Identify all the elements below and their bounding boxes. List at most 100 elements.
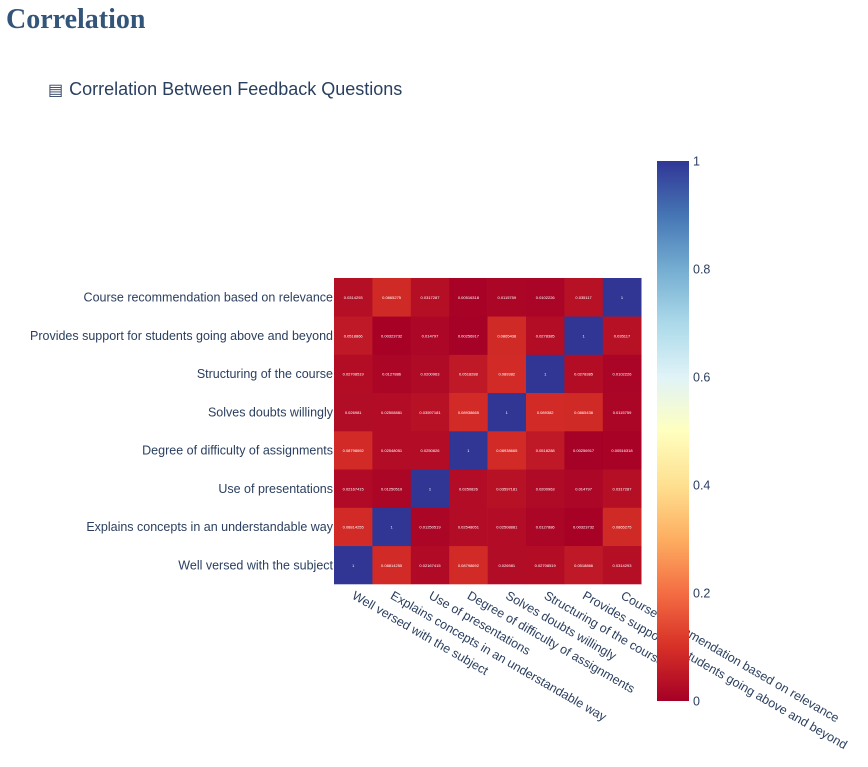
cell-value-label: 0.01250519 (419, 525, 441, 530)
heatmap-cell (602, 507, 642, 547)
heatmap-cell (526, 545, 565, 585)
heatmap-cell (602, 392, 642, 432)
cell-value-label: 0.0102226 (536, 295, 556, 300)
cell-value-label: 1 (506, 410, 509, 415)
heatmap-cell (372, 392, 412, 432)
heatmap-cell (410, 278, 450, 317)
chart-subtitle-text: Correlation Between Feedback Questions (69, 79, 403, 99)
cell-value-label: 0.0278385 (536, 333, 556, 338)
heatmap-cell (526, 316, 565, 355)
cell-value-label: 0.0518288 (459, 372, 479, 377)
heatmap-cell (526, 354, 565, 394)
heatmap-cell (334, 469, 373, 508)
cell-value-label: 0.0127886 (382, 372, 402, 377)
heatmap-cell (334, 354, 373, 394)
cell-value-label: 0.035117 (614, 333, 631, 338)
cell-value-label: 0.02548051 (381, 448, 403, 453)
cell-value-label: 0.089382 (498, 372, 515, 377)
x-tick-label: Provides support for students going abov… (580, 588, 849, 752)
cell-value-label: 0.0865438 (574, 410, 594, 415)
y-tick-label: Use of presentations (218, 482, 333, 496)
y-tick-label: Course recommendation based on relevance (84, 291, 333, 305)
heatmap-cell (449, 431, 488, 470)
heatmap-cell (334, 431, 373, 470)
heatmap-cell (372, 431, 412, 470)
heatmap-cell (372, 278, 412, 317)
cell-value-label: 1 (429, 486, 432, 491)
heatmap-cell (334, 392, 373, 432)
heatmap-cell (372, 469, 412, 508)
cell-value-label: 0.08938665 (458, 410, 480, 415)
heatmap-cell (602, 545, 642, 585)
cell-value-label: 1 (582, 333, 585, 338)
heatmap-cell (564, 469, 604, 508)
y-tick-label: Structuring of the course (197, 367, 333, 381)
cell-value-label: 0.00323732 (381, 333, 403, 338)
cell-value-label: 0.0102226 (613, 372, 633, 377)
heatmap-cell (449, 316, 488, 355)
heatmap-cell (526, 507, 565, 547)
heatmap-cell (334, 507, 373, 547)
cell-value-label: 0.00516318 (458, 295, 480, 300)
y-tick-label: Solves doubts willingly (208, 405, 334, 419)
cell-value-label: 0.08814255 (381, 563, 403, 568)
heatmap-cell (372, 354, 412, 394)
cell-value-label: 0.00516318 (611, 448, 633, 453)
cell-value-label: 0.0115759 (613, 410, 632, 415)
heatmap-cell (449, 278, 488, 317)
heatmap-cell (564, 316, 604, 355)
heatmap-cell (602, 278, 642, 317)
chart-icon: ▤ (48, 81, 64, 99)
cell-value-label: 0.02708519 (535, 563, 557, 568)
heatmap-cell (526, 392, 565, 432)
heatmap-cell (487, 354, 527, 394)
cell-value-label: 0.014797 (422, 333, 439, 338)
cell-value-label: 1 (352, 563, 355, 568)
heatmap-cell (410, 507, 450, 547)
heatmap-cell (449, 392, 488, 432)
y-tick-label: Well versed with the subject (178, 558, 333, 572)
cell-value-label: 0.02548051 (458, 525, 480, 530)
cell-value-label: 0.0115759 (497, 295, 516, 300)
cell-value-label: 0.0314293 (344, 295, 364, 300)
heatmap-cell (564, 392, 604, 432)
heatmap-cell (449, 469, 488, 508)
cell-value-label: 0.0865438 (497, 333, 517, 338)
heatmap-cell (410, 469, 450, 508)
heatmap-cell (564, 431, 604, 470)
heatmap-cell (526, 278, 565, 317)
heatmap-cell (372, 507, 412, 547)
heatmap-cell (487, 316, 527, 355)
heatmap-cell (602, 431, 642, 470)
heatmap-cell (410, 545, 450, 585)
cell-value-label: 0.02167415 (343, 486, 365, 491)
heatmap-cell (564, 278, 604, 317)
colorbar-tick-label: 0.4 (693, 479, 710, 493)
cell-value-label: 0.0278385 (574, 372, 594, 377)
cell-value-label: 0.089382 (537, 410, 554, 415)
cell-value-label: 0.0865275 (382, 295, 402, 300)
cell-value-label: 0.08798692 (458, 563, 480, 568)
heatmap-cell (372, 316, 412, 355)
colorbar-tick-label: 0.8 (693, 263, 710, 277)
chart-subtitle: ▤ Correlation Between Feedback Questions (48, 79, 402, 100)
cell-value-label: 0.0317287 (421, 295, 441, 300)
colorbar-gradient (657, 161, 689, 701)
cell-value-label: 0.00256917 (573, 448, 595, 453)
y-tick-label: Provides support for students going abov… (30, 329, 333, 343)
heatmap-cell (449, 507, 488, 547)
cell-value-label: 0.014797 (575, 486, 592, 491)
cell-value-label: 0.08798692 (343, 448, 365, 453)
cell-value-label: 0.01250519 (381, 486, 403, 491)
heatmap-cell (410, 392, 450, 432)
cell-value-label: 0.00323732 (573, 525, 595, 530)
heatmap-cell (526, 469, 565, 508)
cell-value-label: 0.035117 (575, 295, 592, 300)
y-axis-labels: Well versed with the subject Explains con… (30, 291, 334, 573)
heatmap-cell (487, 469, 527, 508)
cell-value-label: 0.02167415 (419, 563, 441, 568)
cell-value-label: 0.026981 (498, 563, 515, 568)
heatmap-cell (564, 545, 604, 585)
